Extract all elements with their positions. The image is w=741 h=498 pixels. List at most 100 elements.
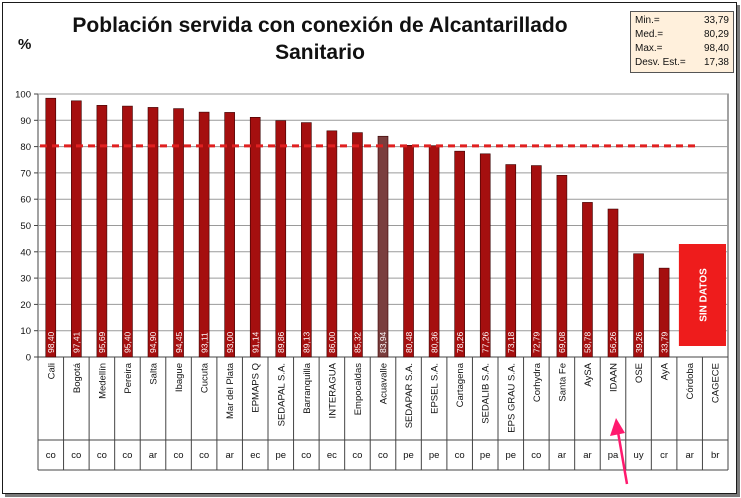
country-code-label: co [199, 450, 209, 461]
y-tick-label: 30 [20, 274, 31, 285]
bar-value-label: 89,13 [302, 331, 312, 353]
country-code-label: co [531, 450, 541, 461]
category-label: Pereira [123, 362, 134, 393]
annotation-arrow-head [610, 418, 625, 436]
stats-max-value: 98,40 [703, 43, 729, 54]
category-label: Cartagena [455, 362, 466, 407]
category-label: Salta [149, 362, 160, 384]
category-label: SEDALIB S.A. [481, 363, 492, 424]
bar-value-label: 94,45 [174, 331, 184, 353]
bar-value-label: 80,48 [404, 331, 414, 353]
y-axis-label: % [18, 36, 32, 53]
category-label: AySA [583, 362, 594, 386]
country-code-label: ec [250, 450, 260, 461]
country-code-label: pe [480, 450, 491, 461]
stats-max-label: Max.= [635, 43, 663, 54]
bar-value-label: 77,26 [480, 331, 490, 353]
category-label: Corhydra [532, 362, 543, 402]
category-label: Barranquilla [302, 362, 313, 413]
country-code-label: co [97, 450, 107, 461]
stats-row-stdev: Desv. Est.= 17,38 [635, 57, 729, 69]
country-code-label: co [455, 450, 465, 461]
category-label: IDAAN [609, 363, 620, 392]
bar [275, 120, 287, 358]
country-code-label: co [352, 450, 362, 461]
category-label: OSE [634, 363, 645, 383]
category-label: Acuavalle [379, 363, 390, 404]
bar-value-label: 95,40 [123, 331, 133, 353]
category-label: Ibague [174, 363, 185, 392]
y-tick-label: 90 [20, 116, 31, 127]
category-label: Mar del Plata [225, 362, 236, 419]
bar-value-label: 39,26 [634, 331, 644, 353]
category-label: EPS GRAU S.A. [506, 363, 517, 433]
country-code-label: pe [275, 450, 286, 461]
stats-box: Min.= 33,79 Med.= 80,29 Max.= 98,40 Desv… [630, 11, 734, 73]
bar [582, 202, 593, 358]
country-code-label: cr [660, 450, 668, 461]
stats-row-max: Max.= 98,40 [635, 43, 729, 55]
bar-value-label: 69,08 [557, 331, 567, 353]
chart-title: Población servida con conexión de Alcant… [40, 12, 600, 66]
country-code-label: br [711, 450, 719, 461]
bar-value-label: 95,69 [97, 331, 107, 353]
bar-value-label: 85,32 [353, 331, 363, 353]
bar-value-label: 89,86 [276, 331, 286, 353]
stats-stdev-value: 17,38 [703, 57, 729, 68]
bar [352, 132, 363, 358]
stats-row-median: Med.= 80,29 [635, 29, 729, 41]
bar-value-label: 58,78 [583, 331, 593, 353]
country-code-label: pe [505, 450, 516, 461]
country-code-label: uy [634, 450, 644, 461]
category-label: Santa Fe [557, 363, 568, 402]
bar [249, 117, 261, 358]
y-tick-label: 40 [20, 247, 31, 258]
category-label: EPSEL S.A. [430, 363, 441, 414]
bar [377, 135, 389, 358]
bar [403, 145, 414, 358]
y-tick-label: 20 [20, 300, 31, 311]
bar-value-label: 80,36 [429, 331, 439, 353]
country-code-label: ar [583, 450, 591, 461]
bar-value-label: 93,11 [199, 332, 209, 353]
bar [454, 150, 465, 358]
stats-min-label: Min.= [635, 15, 660, 26]
stats-median-value: 80,29 [703, 29, 729, 40]
category-label: Cali [46, 363, 57, 379]
country-code-label: ec [327, 450, 337, 461]
category-label: EPMAPS Q [251, 363, 262, 413]
bar [71, 100, 82, 358]
bar-value-label: 33,79 [659, 331, 669, 353]
bar [658, 267, 670, 358]
y-tick-label: 70 [20, 168, 31, 179]
chart-title-line-1: Población servida con conexión de Alcant… [72, 14, 568, 37]
bar [607, 208, 619, 358]
bar [428, 145, 440, 358]
stats-stdev-label: Desv. Est.= [635, 57, 686, 68]
bar-value-label: 91,14 [250, 331, 260, 353]
y-tick-label: 60 [20, 195, 31, 206]
country-code-label: co [46, 450, 56, 461]
country-code-label: co [71, 450, 81, 461]
bar [301, 122, 312, 358]
bar-value-label: 83,94 [378, 331, 388, 353]
bar [633, 253, 644, 358]
category-label: SEDAPAL S.A. [276, 363, 287, 426]
country-code-label: pe [429, 450, 440, 461]
category-label: CAGECE [711, 363, 722, 403]
country-code-label: co [122, 450, 132, 461]
y-tick-label: 10 [20, 326, 31, 337]
y-tick-label: 100 [15, 90, 31, 101]
bar [531, 165, 542, 358]
bar [147, 107, 159, 358]
y-tick-label: 0 [26, 353, 31, 364]
bar [96, 105, 108, 358]
no-data-label: SIN DATOS [698, 268, 709, 322]
country-code-label: co [378, 450, 388, 461]
country-code-label: pa [608, 450, 619, 461]
country-code-label: ar [225, 450, 233, 461]
category-label: Empocaldas [353, 363, 364, 416]
y-tick-label: 50 [20, 221, 31, 232]
category-label: AyA [660, 362, 671, 380]
country-code-label: ar [685, 450, 693, 461]
